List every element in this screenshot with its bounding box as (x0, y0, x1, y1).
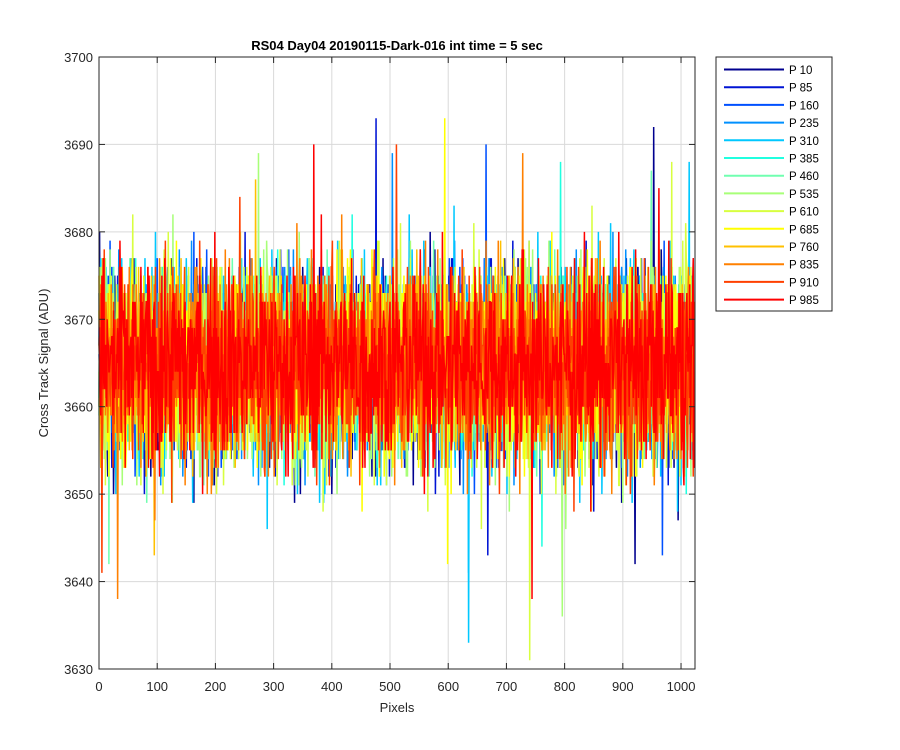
legend-label: P 910 (789, 277, 819, 289)
x-tick-label: 1000 (667, 679, 696, 694)
x-tick-label: 600 (437, 679, 459, 694)
chart-title: RS04 Day04 20190115-Dark-016 int time = … (251, 38, 543, 53)
x-tick-label: 400 (321, 679, 343, 694)
legend-label: P 160 (789, 100, 819, 112)
x-tick-label: 700 (496, 679, 518, 694)
y-tick-label: 3670 (64, 312, 93, 327)
y-tick-label: 3700 (64, 50, 93, 65)
y-tick-label: 3640 (64, 575, 93, 590)
legend-label: P 460 (789, 171, 819, 183)
x-tick-label: 100 (146, 679, 168, 694)
series-group (98, 118, 696, 661)
x-tick-label: 200 (205, 679, 227, 694)
y-tick-label: 3660 (64, 400, 93, 415)
y-tick-label: 3680 (64, 225, 93, 240)
legend-label: P 535 (789, 189, 819, 201)
legend-label: P 760 (789, 242, 819, 254)
y-tick-label: 3690 (64, 137, 93, 152)
x-tick-label: 800 (554, 679, 576, 694)
legend: P 10 P 85 P 160 P 235 P 310 P 385 P 460 P 535 P … (715, 56, 833, 312)
legend-label: P 10 (789, 65, 812, 77)
x-axis-label: Pixels (380, 700, 415, 715)
legend-label: P 835 (789, 260, 819, 272)
y-tick-label: 3630 (64, 662, 93, 677)
tick-marks (98, 56, 695, 670)
y-tick-label: 3650 (64, 487, 93, 502)
legend-label: P 310 (789, 136, 819, 148)
x-tick-label: 500 (379, 679, 401, 694)
plot-area: 0 100 200 300 400 500 600 700 800 900 1000 3630 3640… (64, 50, 696, 694)
legend-label: P 385 (789, 154, 819, 166)
legend-items: P 10 P 85 P 160 P 235 P 310 P 385 P 460 P 535 P … (724, 65, 819, 307)
legend-label: P 685 (789, 224, 819, 236)
legend-label: P 610 (789, 207, 819, 219)
series-line-p-985 (98, 144, 696, 600)
tick-labels: 0 100 200 300 400 500 600 700 800 900 1000 3630 3640… (64, 50, 695, 694)
x-tick-label: 300 (263, 679, 285, 694)
axes-box (98, 56, 696, 670)
legend-label: P 235 (789, 118, 819, 130)
legend-box (715, 56, 833, 312)
y-axis-label: Cross Track Signal (ADU) (36, 289, 51, 438)
legend-label: P 85 (789, 83, 812, 95)
legend-label: P 985 (789, 295, 819, 307)
x-tick-label: 0 (95, 679, 102, 694)
x-tick-label: 900 (612, 679, 634, 694)
